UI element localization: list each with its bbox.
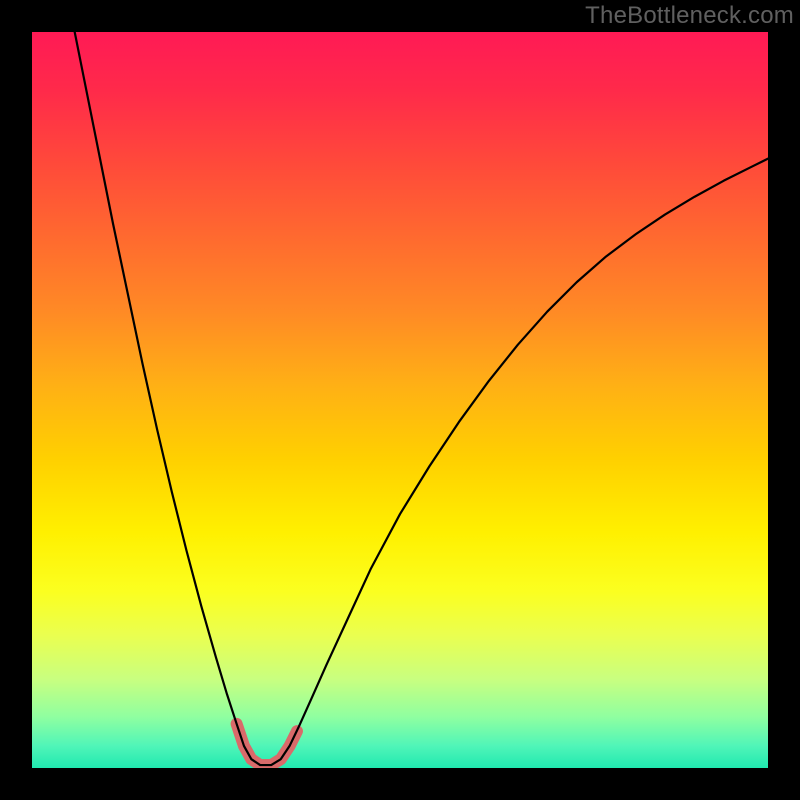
attribution-label: TheBottleneck.com	[585, 2, 794, 30]
chart-frame: TheBottleneck.com	[0, 0, 800, 800]
plot-area	[32, 32, 768, 768]
gradient-background	[32, 32, 768, 768]
bottleneck-curve-chart	[32, 32, 768, 768]
